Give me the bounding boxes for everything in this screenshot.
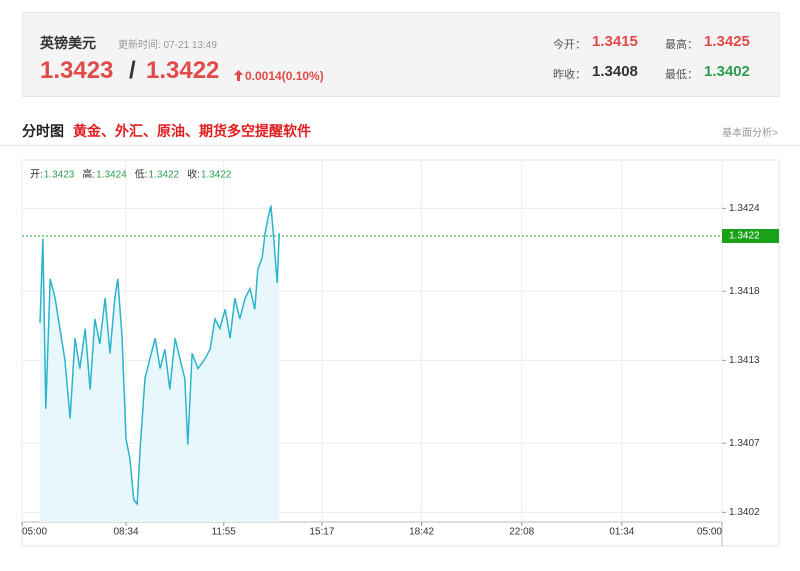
x-tick-label: 18:42 [409, 527, 434, 538]
info-value: 1.3423 [44, 170, 75, 181]
divider [0, 145, 800, 146]
stat-label: 今开： [553, 39, 586, 51]
info-label: 高: [82, 168, 95, 181]
separator: / [129, 57, 136, 84]
info-value: 1.3422 [149, 170, 180, 181]
chart-frame [21, 159, 780, 547]
x-tick-label: 22:08 [509, 527, 534, 538]
stat-value: 1.3408 [592, 63, 638, 80]
stat-label: 昨收： [553, 69, 586, 81]
price-change: 0.0014(0.10%) [245, 69, 324, 83]
x-tick-label: 05:00 [22, 527, 47, 538]
stat-label: 最低： [665, 69, 698, 81]
x-tick-label: 05:00 [697, 527, 722, 538]
info-value: 1.3422 [201, 170, 232, 181]
ask-price: 1.3422 [146, 57, 220, 84]
y-tick-label: 1.3402 [729, 507, 760, 518]
quote-header: 英镑美元 更新时间: 07-21 13:49 1.3423 / 1.3422 0… [22, 12, 780, 97]
section-title: 分时图 [22, 123, 64, 139]
y-tick-label: 1.3413 [729, 355, 760, 366]
price-line [39, 205, 280, 506]
info-label: 收: [187, 168, 200, 181]
update-time: 更新时间: 07-21 13:49 [118, 40, 217, 51]
info-label: 低: [135, 168, 148, 181]
current-price-box [722, 228, 779, 243]
fundamental-link[interactable]: 基本面分析> [722, 128, 778, 139]
stat-value: 1.3415 [592, 33, 638, 50]
stat-value: 1.3425 [704, 33, 750, 50]
price-area [39, 205, 280, 522]
y-tick-label: 1.3407 [729, 438, 760, 449]
x-tick-label: 08:34 [114, 527, 139, 538]
x-tick-label: 11:55 [212, 527, 237, 538]
promo-link[interactable]: 黄金、外汇、原油、期货多空提醒软件 [73, 123, 311, 139]
x-tick-label: 15:17 [309, 527, 334, 538]
symbol-name: 英镑美元 [40, 35, 96, 51]
info-value: 1.3424 [96, 170, 127, 181]
stat-label: 最高： [665, 39, 698, 51]
x-tick-label: 01:34 [609, 527, 634, 538]
y-tick-label: 1.3424 [729, 203, 760, 214]
stat-value: 1.3402 [704, 63, 750, 80]
y-tick-label: 1.3418 [729, 286, 760, 297]
up-arrow [234, 70, 243, 81]
info-label: 开: [30, 170, 43, 181]
bid-price: 1.3423 [40, 57, 114, 84]
current-price-label: 1.3422 [729, 231, 760, 242]
